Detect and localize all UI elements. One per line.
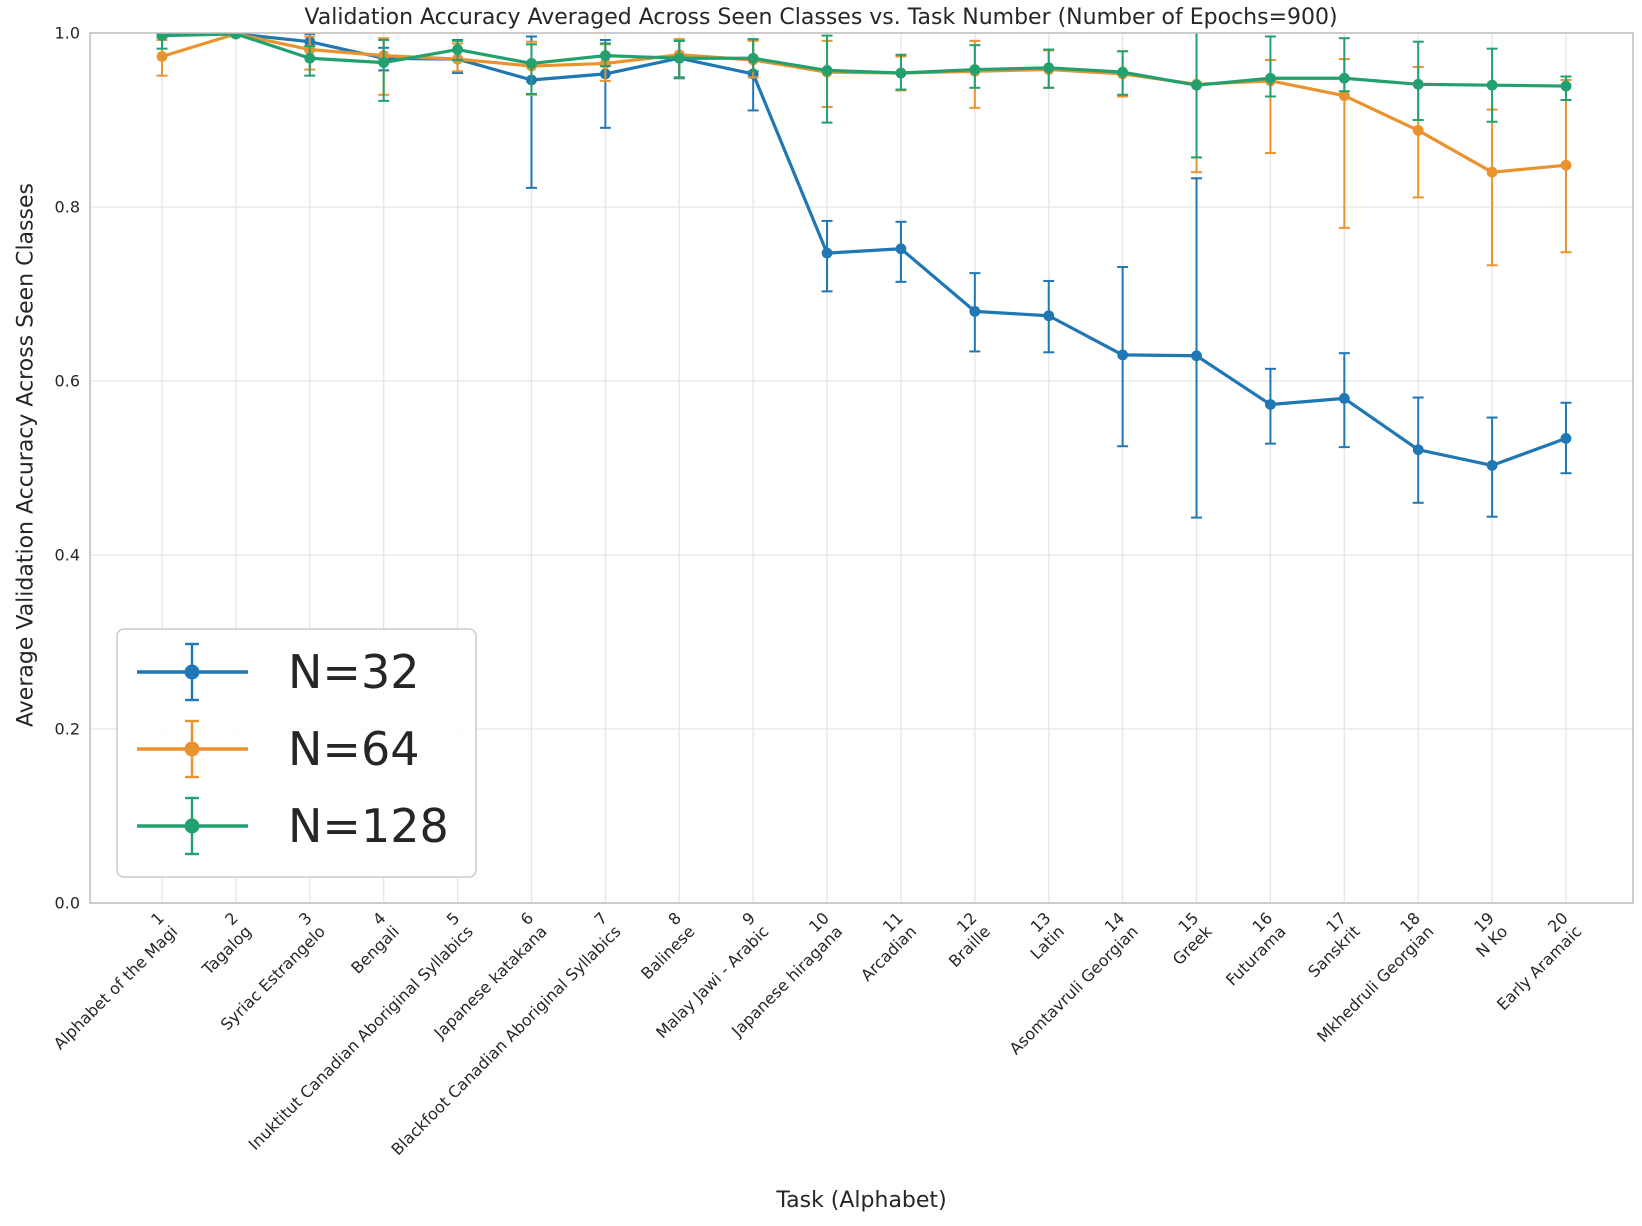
chart-title: Validation Accuracy Averaged Across Seen… xyxy=(304,5,1338,30)
data-point xyxy=(526,58,537,69)
legend-marker xyxy=(184,664,200,680)
y-tick-label: 1.0 xyxy=(55,24,80,43)
legend-box xyxy=(116,628,477,878)
legend-entry-n-32: N=32 xyxy=(137,642,420,702)
series-n-64 xyxy=(156,33,1572,267)
data-point xyxy=(895,67,907,79)
data-point xyxy=(1191,79,1202,91)
data-point xyxy=(1338,90,1350,102)
legend-entry-n-128: N=128 xyxy=(137,796,449,856)
x-tick-label: 11Arcadian xyxy=(844,908,921,985)
y-tick-label: 0.6 xyxy=(55,372,80,391)
plot-area xyxy=(156,33,1572,519)
data-point xyxy=(1191,350,1202,362)
legend-label: N=128 xyxy=(288,799,449,853)
data-point xyxy=(1486,79,1498,91)
data-point xyxy=(378,57,390,68)
y-tick-labels: 0.0 0.2 0.4 0.6 0.8 1.0 xyxy=(55,24,80,913)
x-tick-label: 19N Ko xyxy=(1459,908,1512,961)
y-tick-label: 0.2 xyxy=(55,720,80,739)
data-point xyxy=(1486,166,1498,178)
data-point xyxy=(1265,399,1276,410)
x-tick-label: 10Japanese hiragana xyxy=(714,908,847,1041)
legend: N=32 N=64 N=128 xyxy=(116,628,477,878)
data-point xyxy=(1560,80,1572,92)
data-point xyxy=(304,52,316,64)
data-point xyxy=(156,51,168,62)
data-point xyxy=(747,52,759,64)
data-point xyxy=(1486,459,1498,471)
data-point xyxy=(1043,310,1055,322)
axes-spines xyxy=(89,32,1634,904)
x-axis-label: Task (Alphabet) xyxy=(776,1188,947,1213)
data-point xyxy=(1412,125,1424,136)
data-point xyxy=(1338,393,1350,404)
x-tick-label: 1Alphabet of the Magi xyxy=(36,908,181,1053)
data-point xyxy=(969,64,981,75)
x-tick-label: 12Braille xyxy=(931,908,994,971)
data-point xyxy=(1338,72,1350,84)
data-point xyxy=(230,33,242,40)
legend-marker xyxy=(184,741,200,757)
x-tick-label: 7Blackfoot Canadian Aboriginal Syllabics xyxy=(374,908,625,1159)
x-tick-label: 16Futurama xyxy=(1209,908,1290,989)
data-point xyxy=(673,52,685,64)
data-point xyxy=(969,306,981,317)
data-point xyxy=(156,33,168,42)
series-n-128 xyxy=(156,33,1572,159)
x-tick-label: 17Sanskrit xyxy=(1291,908,1364,981)
y-tick-label: 0.8 xyxy=(55,198,80,217)
x-tick-label: 4Bengali xyxy=(334,908,403,977)
data-point xyxy=(821,65,833,76)
data-point xyxy=(895,243,907,255)
x-tick-label: 14Asomtavruli Georgian xyxy=(992,908,1142,1058)
y-tick-label: 0.4 xyxy=(55,546,80,565)
data-point xyxy=(1265,72,1276,84)
data-point xyxy=(599,50,611,62)
data-point xyxy=(1412,444,1424,456)
x-tick-label: 8Balinese xyxy=(624,908,699,983)
data-point xyxy=(1117,66,1129,78)
legend-entry-n-64: N=64 xyxy=(137,719,420,779)
legend-marker xyxy=(184,818,200,834)
data-point xyxy=(1412,78,1424,90)
data-point xyxy=(452,44,463,55)
data-point xyxy=(1117,349,1129,361)
y-tick-label: 0.0 xyxy=(55,894,80,913)
legend-label: N=32 xyxy=(288,645,420,699)
data-point xyxy=(821,247,833,259)
data-point xyxy=(1043,62,1055,74)
series-n-32 xyxy=(156,33,1572,519)
legend-label: N=64 xyxy=(288,722,420,776)
x-tick-label: 3Syriac Estrangelo xyxy=(203,908,329,1034)
data-point xyxy=(1560,159,1572,171)
x-tick-label: 13Latin xyxy=(1013,908,1068,963)
data-point xyxy=(1560,433,1572,444)
x-tick-label: 2Tagalog xyxy=(184,908,255,979)
x-tick-label: 15Greek xyxy=(1155,908,1216,969)
